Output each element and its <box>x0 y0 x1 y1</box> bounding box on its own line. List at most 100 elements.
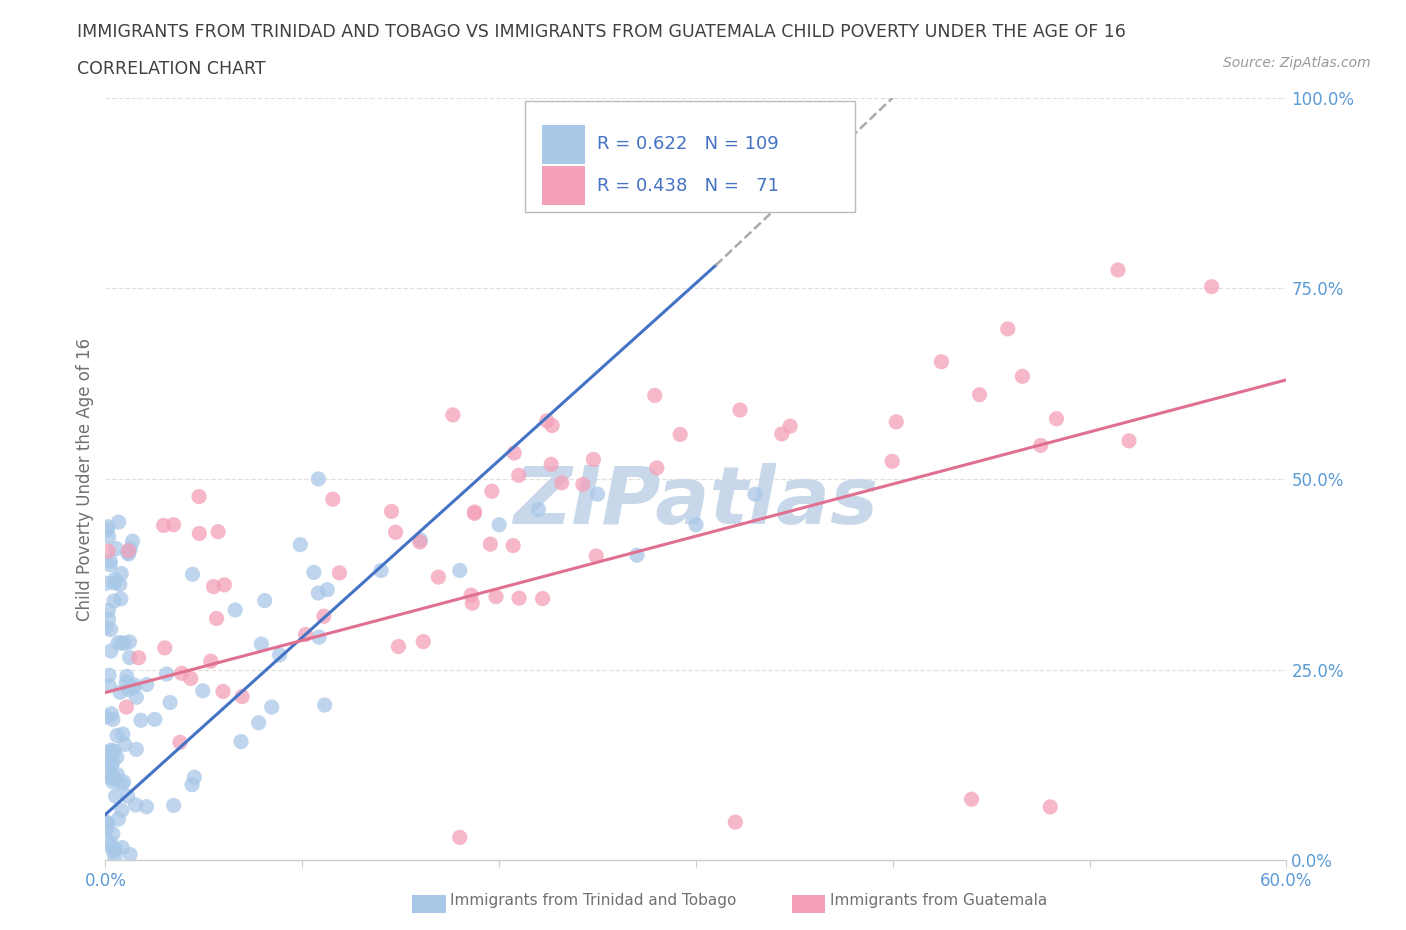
Point <box>96 822 118 837</box>
Point <box>97 529 120 544</box>
Point <box>107 767 129 782</box>
Point <box>744 486 766 501</box>
Text: Immigrants from Trinidad and Tobago: Immigrants from Trinidad and Tobago <box>450 893 737 908</box>
Point <box>463 506 485 521</box>
Point <box>163 798 186 813</box>
Point <box>94 620 117 635</box>
FancyBboxPatch shape <box>543 166 585 206</box>
Point <box>108 577 131 591</box>
Point <box>103 844 125 859</box>
Point <box>117 545 139 560</box>
Point <box>98 745 121 760</box>
Point <box>111 804 134 818</box>
Point <box>997 322 1019 337</box>
Point <box>98 766 121 781</box>
Point <box>585 549 607 564</box>
Point <box>312 609 335 624</box>
Text: R = 0.438   N =   71: R = 0.438 N = 71 <box>596 177 779 194</box>
Point <box>508 468 530 483</box>
Point <box>1201 279 1223 294</box>
Point <box>97 816 120 830</box>
Point <box>882 454 904 469</box>
Text: IMMIGRANTS FROM TRINIDAD AND TOBAGO VS IMMIGRANTS FROM GUATEMALA CHILD POVERTY U: IMMIGRANTS FROM TRINIDAD AND TOBAGO VS I… <box>77 23 1126 41</box>
Point <box>97 603 120 618</box>
Point <box>250 637 273 652</box>
Point <box>302 565 325 579</box>
Point <box>98 678 121 693</box>
Point <box>370 563 392 578</box>
Point <box>101 775 124 790</box>
Point <box>96 576 118 591</box>
Point <box>112 775 135 790</box>
Point <box>541 418 564 433</box>
Point <box>644 388 666 403</box>
Point <box>97 519 120 534</box>
Point <box>112 636 135 651</box>
Point <box>412 634 434 649</box>
Point <box>502 538 524 553</box>
Point <box>143 712 166 727</box>
Point <box>125 690 148 705</box>
Text: CORRELATION CHART: CORRELATION CHART <box>77 60 266 78</box>
Point <box>100 644 122 658</box>
Point <box>212 684 235 699</box>
Point <box>188 526 211 541</box>
Point <box>224 603 246 618</box>
Point <box>645 460 668 475</box>
Point <box>107 812 129 827</box>
Point <box>427 570 450 585</box>
Point <box>121 534 143 549</box>
Point <box>441 407 464 422</box>
Point <box>253 593 276 608</box>
Point <box>107 514 129 529</box>
Point <box>120 847 142 862</box>
Point <box>96 523 118 538</box>
Point <box>104 789 127 804</box>
Point <box>152 518 174 533</box>
Point <box>111 777 134 791</box>
Point <box>387 639 409 654</box>
Point <box>97 544 120 559</box>
Point <box>115 699 138 714</box>
Point <box>314 698 336 712</box>
Point <box>128 650 150 665</box>
Point <box>1107 262 1129 277</box>
Point <box>779 418 801 433</box>
Point <box>101 755 124 770</box>
Point <box>118 634 141 649</box>
Point <box>108 684 131 699</box>
Point <box>98 557 121 572</box>
Point <box>170 666 193 681</box>
Point <box>884 415 907 430</box>
Y-axis label: Child Poverty Under the Age of 16: Child Poverty Under the Age of 16 <box>76 338 94 620</box>
Point <box>202 579 225 594</box>
Point <box>159 695 181 710</box>
Point <box>260 699 283 714</box>
Point <box>205 611 228 626</box>
Point <box>118 650 141 665</box>
Point <box>531 591 554 606</box>
Point <box>129 713 152 728</box>
Point <box>111 840 134 855</box>
Point <box>101 827 124 842</box>
Point <box>97 612 120 627</box>
Point <box>307 586 329 601</box>
Point <box>135 677 157 692</box>
Point <box>770 427 793 442</box>
Point <box>685 517 707 532</box>
Point <box>94 710 117 724</box>
FancyBboxPatch shape <box>543 125 585 165</box>
Text: ZIPatlas: ZIPatlas <box>513 463 879 541</box>
Point <box>100 757 122 772</box>
Point <box>1039 800 1062 815</box>
Point <box>550 475 572 490</box>
Point <box>527 502 550 517</box>
Point <box>1045 411 1067 426</box>
Point <box>461 595 484 610</box>
Point <box>100 839 122 854</box>
Point <box>135 799 157 814</box>
Point <box>572 477 595 492</box>
Point <box>110 591 132 606</box>
Point <box>101 712 124 727</box>
Point <box>307 472 329 486</box>
